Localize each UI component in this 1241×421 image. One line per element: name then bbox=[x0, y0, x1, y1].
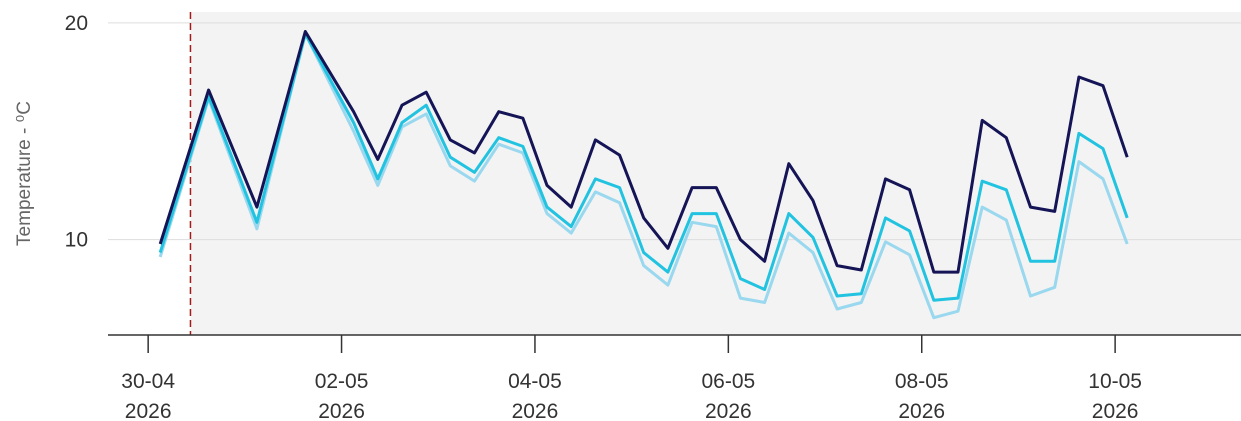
y-tick-label: 10 bbox=[65, 229, 88, 252]
y-axis-title: Temperature - ⁰C bbox=[14, 101, 35, 246]
x-tick-label: 02-05 bbox=[315, 370, 369, 393]
series-lines bbox=[158, 30, 1129, 320]
x-tick-label: 04-05 bbox=[508, 370, 562, 393]
series-line-2 bbox=[158, 32, 1129, 302]
x-tick-label: 2026 bbox=[705, 400, 752, 421]
y-tick-label: 20 bbox=[65, 12, 88, 35]
x-axis-ticks: 30-04 2026 02-05 2026 04-05 2026 06-05 2026 08-0… bbox=[121, 335, 1142, 421]
x-tick-label: 10-05 bbox=[1088, 370, 1142, 393]
x-tick-label: 2026 bbox=[125, 400, 172, 421]
x-tick-label: 2026 bbox=[1092, 400, 1139, 421]
x-tick-label: 06-05 bbox=[701, 370, 755, 393]
y-axis-ticks: 10 20 bbox=[65, 12, 88, 252]
x-tick-label: 2026 bbox=[512, 400, 559, 421]
series-line-3 bbox=[158, 30, 1129, 274]
gridlines bbox=[108, 22, 1241, 241]
x-tick-label: 30-04 bbox=[121, 370, 175, 393]
series-line-1 bbox=[158, 32, 1129, 320]
x-tick-label: 2026 bbox=[898, 400, 945, 421]
x-tick-label: 08-05 bbox=[895, 370, 949, 393]
x-tick-label: 2026 bbox=[318, 400, 365, 421]
plot-area bbox=[190, 12, 1241, 335]
